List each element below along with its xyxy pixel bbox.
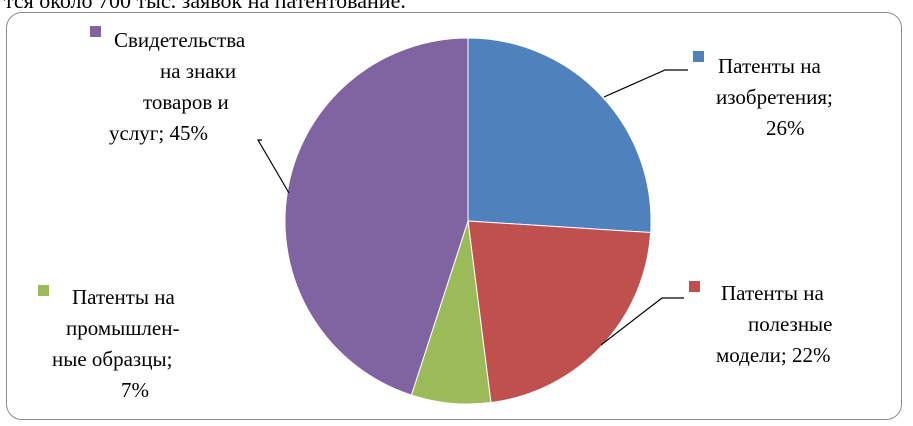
data-label-line: промышлен-	[66, 316, 179, 340]
pie-slices	[284, 37, 652, 405]
legend-key-trademarks	[90, 26, 101, 37]
data-label-designs: Патенты на промышлен-ные образцы; 7%	[52, 285, 179, 402]
data-labels: Патенты на изобретения; 26% Патенты на полез…	[38, 26, 833, 402]
data-label-line: модели; 22%	[716, 343, 831, 367]
pie-slice-inventions	[467, 37, 652, 234]
data-label-inventions: Патенты на изобретения; 26%	[716, 54, 833, 140]
data-label-trademarks: Свидетельства на знаки товаров и услуг; 45%	[109, 28, 246, 145]
leader-line-inventions	[603, 69, 688, 98]
legend-key-utility	[689, 281, 700, 292]
data-label-line: 26%	[766, 116, 805, 140]
data-label-line: Свидетельства	[114, 28, 246, 52]
leader-lines	[256, 69, 688, 346]
legend-key-designs	[38, 285, 49, 296]
intro-text-fragment: тся около 700 тыс. заявок на патентовани…	[4, 0, 406, 13]
legend-key-inventions	[693, 51, 704, 62]
data-label-line: на знаки	[160, 59, 236, 83]
pie-slice-trademarks	[284, 37, 469, 396]
data-label-line: 7%	[121, 378, 149, 402]
data-label-line: полезные	[748, 312, 832, 336]
data-label-line: изобретения;	[716, 85, 833, 109]
pie-slice-utility	[467, 220, 652, 404]
data-label-line: Патенты на	[72, 285, 175, 309]
data-label-line: Патенты на	[718, 54, 821, 78]
data-label-line: Патенты на	[721, 281, 824, 305]
data-label-utility: Патенты на полезные модели; 22%	[716, 281, 832, 367]
data-label-line: ные образцы;	[52, 347, 172, 371]
leader-line-utility	[600, 297, 684, 346]
data-label-line: товаров и	[143, 90, 229, 114]
leader-line-trademarks	[256, 139, 290, 194]
data-label-line: услуг; 45%	[109, 121, 208, 145]
